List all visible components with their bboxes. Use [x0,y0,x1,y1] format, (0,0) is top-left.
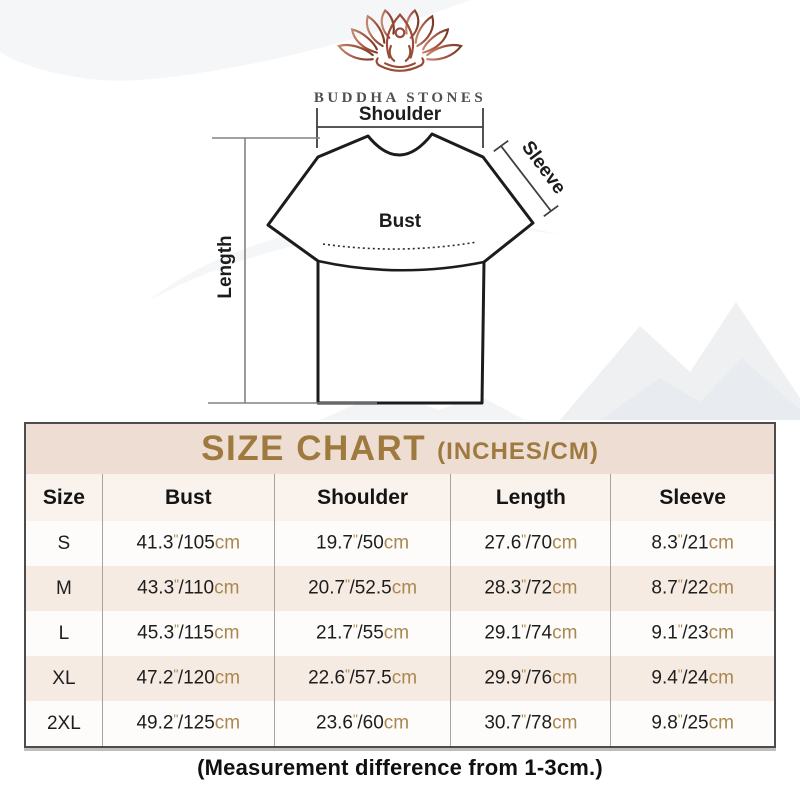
tshirt-measurement-diagram: Shoulder Length Sleeve Bust [208,104,570,405]
cell-size: L [58,622,70,644]
length-measure-line [208,137,377,404]
cell-measure: 28.3"/72cm [450,566,611,611]
cell-measure: 29.1"/74cm [450,611,611,656]
cell-measure: 41.3"/105cm [101,521,275,566]
table-row: 2XL 49.2"/125cm 23.6"/60cm 30.7"/78cm 9.8"/2… [26,701,774,746]
brand-name: BUDDHA STONES [313,90,487,106]
measurement-note: (Measurement difference from 1-3cm.) [197,755,603,780]
size-chart: SIZE CHART (INCHES/CM) Size Bust Shoulder L… [24,422,776,748]
shoulder-label: Shoulder [359,104,442,125]
sleeve-measure-line [493,139,559,218]
cell-size: S [57,532,71,554]
cell-measure: 23.6"/60cm [273,701,451,746]
bust-label: Bust [379,211,422,232]
cell-measure: 20.7"/52.5cm [273,566,451,611]
cell-measure: 8.7"/22cm [610,566,774,611]
cell-measure: 9.8"/25cm [610,701,774,746]
cell-measure: 9.1"/23cm [610,611,774,656]
brand-logo: BUDDHA STONES [0,8,800,107]
size-table: Size Bust Shoulder Length Sleeve S 41.3"/105c… [26,474,774,746]
bust-dotted-line [322,241,478,250]
lotus-meditation-icon [337,8,463,72]
header-row: Size Bust Shoulder Length Sleeve [26,474,774,521]
cell-measure: 27.6"/70cm [450,521,611,566]
table-row: L 45.3"/115cm 21.7"/55cm 29.1"/74cm 9.1"/23c… [26,611,774,656]
size-table-body: S 41.3"/105cm 19.7"/50cm 27.6"/70cm 8.3"/21c… [26,521,774,746]
tshirt-outline [266,132,535,405]
cell-measure: 22.6"/57.5cm [273,656,451,701]
bust-solid-line [317,259,485,272]
cell-measure: 21.7"/55cm [273,611,451,656]
column-header-bust: Bust [101,474,275,521]
column-header-size: Size [26,474,103,521]
cell-size: M [55,577,72,599]
column-header-sleeve: Sleeve [610,474,774,521]
size-chart-title-band: SIZE CHART (INCHES/CM) [26,424,774,474]
shoulder-measure-line [316,108,484,148]
cell-measure: 8.3"/21cm [610,521,774,566]
length-label: Length [215,235,236,298]
cell-measure: 29.9"/76cm [450,656,611,701]
cell-measure: 30.7"/78cm [450,701,611,746]
cell-measure: 43.3"/110cm [101,566,275,611]
cell-size: 2XL [46,712,81,734]
cell-measure: 19.7"/50cm [273,521,451,566]
size-chart-title: SIZE CHART [201,429,427,468]
sleeve-label: Sleeve [517,137,570,198]
table-row: XL 47.2"/120cm 22.6"/57.5cm 29.9"/76cm 9.4"/… [26,656,774,701]
column-header-shoulder: Shoulder [273,474,451,521]
table-row: S 41.3"/105cm 19.7"/50cm 27.6"/70cm 8.3"/21c… [26,521,774,566]
column-header-length: Length [450,474,611,521]
cell-size: XL [52,667,76,689]
cell-measure: 9.4"/24cm [610,656,774,701]
cell-measure: 47.2"/120cm [101,656,275,701]
table-row: M 43.3"/110cm 20.7"/52.5cm 28.3"/72cm 8.7"/2… [26,566,774,611]
cell-measure: 45.3"/115cm [101,611,275,656]
size-chart-subtitle: (INCHES/CM) [437,437,599,465]
cell-measure: 49.2"/125cm [101,701,275,746]
